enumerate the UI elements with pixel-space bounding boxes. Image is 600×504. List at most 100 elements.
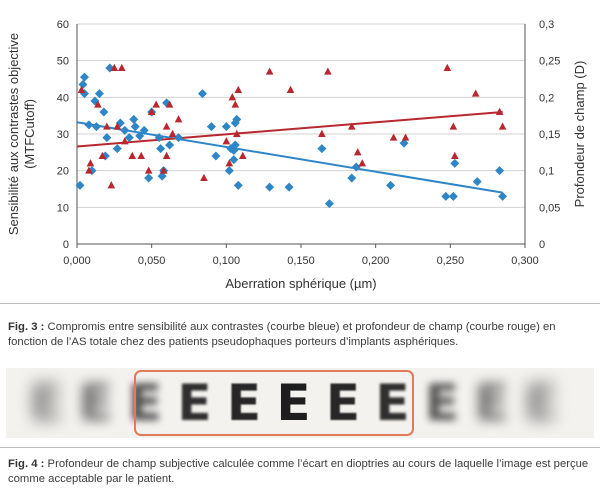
test-letter-e: E [375,374,410,432]
blue-diamond-point [232,114,242,124]
x-axis-title: Aberration sphérique (µm) [225,276,376,291]
red-triangle-point [103,122,111,130]
blue-diamond-point [120,125,130,135]
red-triangle-point [94,100,102,108]
red-triangle-point [77,85,86,93]
blue-diamond-point [450,158,460,168]
red-triangle-point [165,100,174,108]
blue-diamond-point [498,191,508,201]
red-triangle-point [495,107,504,115]
red-triangle-point [118,63,126,71]
blue-diamond-point [154,133,164,143]
scatter-chart: 0 10 20 30 40 50 60 0 0,05 0,1 0,15 0,2 0,25 0,3 0,000… [6,19,587,291]
blue-diamond-point [144,173,154,183]
red-triangle-point [265,67,274,75]
red-triangle-point [137,151,146,159]
blue-diamond-point [347,173,357,183]
blue-diamond-point [229,155,239,165]
y-right-tick-label: 0 [539,239,545,251]
blue-diamond-point [317,144,327,154]
red-triangle-point [498,122,507,130]
red-triangle-point [159,166,168,174]
blue-diamond-point [495,166,505,176]
blue-diamond-point [206,122,216,132]
red-triangle-point [162,151,171,159]
x-tick-label: 0,200 [362,255,390,267]
test-letter-e: E [523,374,559,432]
test-letter-e: E [424,374,460,432]
red-triangle-point [152,100,160,108]
x-tick-label: 0,050 [138,255,166,267]
red-triangle-point [86,159,95,167]
y-right-axis-title: Profondeur de champ (D) [572,61,587,208]
red-triangle-point [85,166,93,174]
blue-diamond-point [265,182,275,192]
y-left-axis-title-line1: Sensibilité aux contrastes objective [6,33,21,235]
red-triangle-point [222,137,231,145]
blue-diamond-point [102,133,112,143]
data-points [75,63,508,209]
red-triangle-point [286,85,295,93]
red-triangle-point [98,151,107,159]
blue-diamond-point [84,120,94,130]
red-triangle-point [231,100,240,108]
x-tick-label: 0,150 [287,255,315,267]
red-triangle-point [238,151,247,159]
test-letter-e: E [226,374,262,432]
y-right-tick-label: 0,2 [539,92,554,104]
fig4-caption-label: Fig. 4 : [8,458,45,470]
fig3-caption-label: Fig. 3 : [8,321,45,333]
y-right-tick-label: 0,3 [539,19,554,31]
red-triangle-point [120,137,129,145]
blue-diamond-point [99,107,109,117]
blue-diamond-point [211,151,221,161]
red-triangle-point [234,85,243,93]
blue-diamond-point [91,122,101,132]
blue-diamond-point [79,72,89,82]
blue-diamond-point [112,144,122,154]
red-triangle-point [471,89,480,97]
test-letter-e: E [325,374,361,432]
red-triangle-point [128,151,137,159]
x-tick-label: 0,250 [437,255,465,267]
red-triangle-point [389,133,398,141]
red-triangle-point [200,173,208,181]
blue-diamond-point [441,191,451,201]
y-left-tick-label: 40 [57,92,69,104]
test-letter-e: E [78,374,113,432]
y-left-axis-title-line2: (MTFCutoff) [22,99,37,169]
red-triangle-point [107,181,116,189]
red-triangle-point [113,122,122,130]
test-letter-e: E [276,374,311,432]
y-right-tick-label: 0,05 [539,202,560,214]
test-letter-e: E [28,374,64,432]
blue-diamond-point [230,140,240,150]
blue-diamond-point [75,180,85,190]
y-left-tick-label: 30 [57,129,69,141]
fig4-caption-text: Profondeur de champ subjective calculée … [8,458,589,485]
red-triangle-point [353,148,362,156]
fig3-caption: Fig. 3 : Compromis entre sensibilité aux… [8,320,594,350]
red-triangle-point [401,133,410,141]
blue-diamond-point [448,191,458,201]
fig4-caption: Fig. 4 : Profondeur de champ subjective … [8,457,594,487]
red-triangle-point [451,151,459,159]
blue-diamond-point [135,131,145,141]
blue-diamond-point [130,122,140,132]
blue-diamond-point [165,140,175,150]
red-triangle-point [324,67,332,75]
blue-diamond-point [139,125,149,135]
separator-top [0,303,600,304]
red-triangle-point [443,63,452,71]
y-right-tick-label: 0,1 [539,166,554,178]
y-left-tick-label: 50 [57,56,69,68]
red-triangle-point [168,129,177,137]
blue-diamond-point [221,122,231,132]
test-letter-e: E [127,374,163,432]
acceptable-focus-frame [134,370,414,436]
x-tick-label: 0,000 [63,255,91,267]
red-triangle-point [225,159,234,167]
blue-diamond-point [386,180,396,190]
test-letter-e: E [474,374,509,432]
